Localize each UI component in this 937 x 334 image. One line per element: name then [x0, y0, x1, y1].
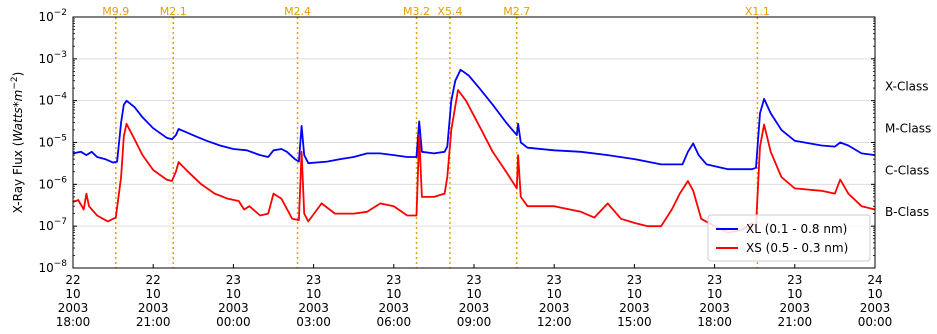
class-labels: X-Class M-Class C-Class B-Class: [885, 80, 931, 220]
x-tick-label: 21:00: [136, 315, 171, 329]
x-tick-label: 22: [146, 273, 161, 287]
y-axis-ticks: 10−8 10−7 10−6 10−5 10−4 10−3 10−2: [38, 8, 875, 275]
class-label: X-Class: [885, 80, 929, 94]
y-tick-label: 10−5: [38, 134, 67, 150]
x-tick-label: 2003: [860, 301, 891, 315]
x-tick-label: 23: [547, 273, 562, 287]
flare-label: M3.2: [403, 5, 430, 18]
x-tick-label: 2003: [379, 301, 410, 315]
data-series: [72, 68, 876, 234]
legend-label: XL (0.1 - 0.8 nm): [746, 222, 847, 236]
class-label: B-Class: [885, 205, 929, 219]
series-line: [72, 89, 876, 234]
x-tick-label: 10: [226, 287, 241, 301]
x-tick-label: 10: [146, 287, 161, 301]
x-tick-label: 2003: [619, 301, 650, 315]
x-tick-label: 06:00: [377, 315, 412, 329]
x-tick-label: 10: [707, 287, 722, 301]
series-line: [72, 68, 876, 171]
x-tick-label: 23: [627, 273, 642, 287]
x-tick-label: 09:00: [457, 315, 492, 329]
flare-label: M2.7: [503, 5, 530, 18]
x-tick-label: 2003: [138, 301, 169, 315]
x-tick-label: 21:00: [778, 315, 813, 329]
x-tick-label: 23: [226, 273, 241, 287]
flare-markers: M9.9 M2.1 M2.4 M3.2 X5.4 M2.7 X1.1: [102, 5, 770, 268]
x-axis-ticks: 2210200318:002210200321:002310200300:002…: [56, 264, 893, 329]
y-tick-label: 10−3: [38, 50, 67, 66]
flare-label: M2.4: [284, 5, 311, 18]
x-tick-label: 2003: [58, 301, 89, 315]
y-tick-label: 10−6: [38, 175, 67, 191]
x-tick-label: 23: [466, 273, 481, 287]
x-tick-label: 2003: [298, 301, 329, 315]
x-tick-label: 10: [627, 287, 642, 301]
legend-label: XS (0.5 - 0.3 nm): [746, 241, 848, 255]
y-axis-label: X-Ray Flux (Watts*m−2): [10, 72, 25, 214]
x-tick-label: 2003: [539, 301, 570, 315]
x-tick-label: 24: [867, 273, 882, 287]
x-tick-label: 23: [306, 273, 321, 287]
x-tick-label: 03:00: [296, 315, 331, 329]
flare-label: M2.1: [160, 5, 187, 18]
x-tick-label: 2003: [218, 301, 249, 315]
x-tick-label: 10: [547, 287, 562, 301]
x-tick-label: 18:00: [697, 315, 732, 329]
y-tick-label: 10−8: [38, 259, 67, 275]
legend-box: [707, 214, 871, 262]
flare-label: X1.1: [745, 5, 770, 18]
y-tick-label: 10−4: [38, 92, 67, 108]
flare-label: X5.4: [437, 5, 462, 18]
x-tick-label: 10: [867, 287, 882, 301]
x-tick-label: 2003: [699, 301, 730, 315]
class-label: C-Class: [885, 163, 929, 177]
x-tick-label: 10: [466, 287, 481, 301]
x-tick-label: 10: [386, 287, 401, 301]
x-tick-label: 18:00: [56, 315, 91, 329]
y-tick-label: 10−7: [38, 217, 67, 233]
y-tick-label: 10−2: [38, 8, 67, 24]
x-tick-label: 00:00: [216, 315, 251, 329]
x-tick-label: 10: [65, 287, 80, 301]
x-tick-label: 15:00: [617, 315, 652, 329]
legend: XL (0.1 - 0.8 nm) XS (0.5 - 0.3 nm): [707, 214, 871, 262]
x-tick-label: 12:00: [537, 315, 572, 329]
x-tick-label: 10: [787, 287, 802, 301]
x-tick-label: 00:00: [858, 315, 893, 329]
class-label: M-Class: [885, 122, 931, 136]
x-tick-label: 23: [707, 273, 722, 287]
x-tick-label: 23: [787, 273, 802, 287]
x-tick-label: 2003: [459, 301, 490, 315]
x-tick-label: 23: [386, 273, 401, 287]
x-tick-label: 2003: [780, 301, 811, 315]
flare-label: M9.9: [102, 5, 129, 18]
x-tick-label: 22: [65, 273, 80, 287]
x-tick-label: 10: [306, 287, 321, 301]
